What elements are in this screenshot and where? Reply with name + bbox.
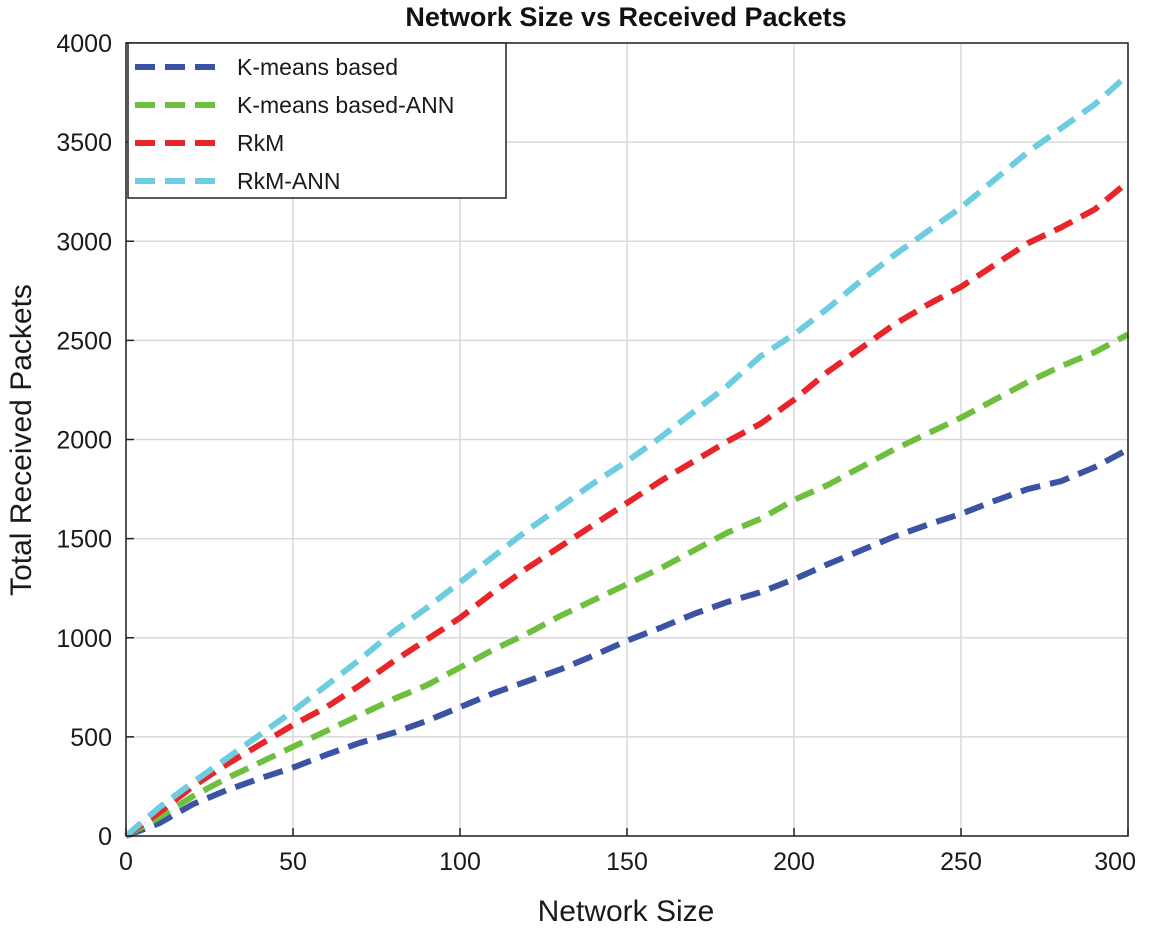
x-tick-label: 100 <box>439 848 481 876</box>
legend-label: K-means based-ANN <box>237 92 454 118</box>
series-line-k-means-based-ann <box>124 331 1130 839</box>
series-line-rkm <box>124 179 1130 839</box>
x-axis-label: Network Size <box>538 895 715 928</box>
y-tick-label: 3000 <box>56 228 112 256</box>
legend: K-means based K-means based-ANN RkM RkM-ANN <box>127 42 507 199</box>
y-tick-label: 2000 <box>56 427 112 455</box>
x-tick-label: 250 <box>940 848 982 876</box>
x-tick-label: 200 <box>773 848 815 876</box>
y-tick-label: 3500 <box>56 129 112 157</box>
axis-ticks: 0 50 100 150 200 250 3000500100015002000250030… <box>56 30 1136 876</box>
y-tick-label: 500 <box>70 724 112 752</box>
y-tick-label: 1000 <box>56 625 112 653</box>
x-tick-label: 0 <box>119 848 133 876</box>
chart-title: Network Size vs Received Packets <box>405 2 846 32</box>
series-line-k-means-based <box>124 446 1130 839</box>
x-tick-label: 300 <box>1094 848 1136 876</box>
series-group <box>124 72 1130 839</box>
x-tick-label: 50 <box>279 848 307 876</box>
y-tick-label: 4000 <box>56 30 112 58</box>
legend-label: RkM <box>237 130 284 156</box>
legend-label: K-means based <box>237 54 398 80</box>
y-tick-label: 0 <box>98 823 112 851</box>
x-tick-label: 150 <box>606 848 648 876</box>
y-tick-label: 2500 <box>56 327 112 355</box>
legend-label: RkM-ANN <box>237 168 341 194</box>
grid <box>125 42 1129 837</box>
y-axis-label: Total Received Packets <box>5 284 38 596</box>
y-tick-label: 1500 <box>56 526 112 554</box>
legend-box <box>127 42 507 199</box>
